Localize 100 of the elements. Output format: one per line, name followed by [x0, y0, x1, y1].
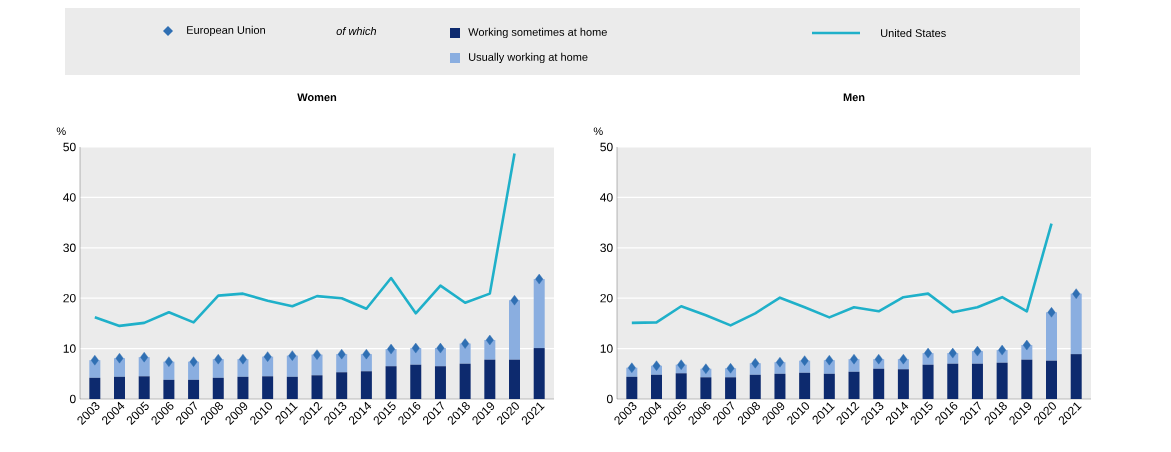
y-tick-label: 10 — [63, 344, 76, 353]
bar — [873, 368, 885, 399]
point — [362, 348, 371, 360]
point — [652, 360, 661, 371]
y-tick-label: 50 — [600, 142, 613, 152]
bar — [848, 371, 860, 399]
bar — [509, 300, 521, 360]
point — [164, 356, 173, 367]
point — [90, 354, 99, 366]
bar — [163, 379, 175, 399]
point — [998, 344, 1007, 356]
legend-label: Working sometimes at home — [468, 27, 607, 39]
point — [411, 342, 420, 354]
point — [288, 350, 297, 361]
point — [924, 347, 933, 359]
bar — [996, 362, 1008, 399]
bar — [1070, 354, 1082, 399]
bar — [897, 369, 909, 399]
bar — [336, 372, 348, 399]
bar — [311, 375, 323, 399]
bar — [971, 363, 983, 399]
chart-title: Women — [297, 93, 337, 102]
y-tick-label: 40 — [63, 193, 76, 202]
point — [800, 355, 809, 366]
point — [461, 338, 470, 349]
y-tick-label: 10 — [600, 344, 613, 353]
bar — [212, 377, 224, 399]
bar — [138, 376, 150, 399]
bar — [700, 377, 712, 399]
bar — [533, 348, 545, 399]
line-series — [630, 222, 1053, 327]
bar — [1021, 359, 1033, 399]
bar — [725, 377, 737, 399]
bar — [749, 374, 761, 399]
y-tick-label: 30 — [63, 243, 76, 253]
point — [140, 351, 149, 363]
point — [189, 356, 198, 367]
point — [899, 353, 908, 365]
legend-label: Usually working at home — [469, 52, 588, 64]
point — [313, 349, 321, 360]
bar — [922, 364, 934, 399]
y-tick-label: 20 — [600, 293, 613, 303]
y-axis-title: % — [593, 127, 603, 136]
bar — [286, 376, 298, 399]
y-axis-title: % — [56, 127, 66, 136]
bar — [533, 279, 545, 349]
bar — [675, 373, 687, 399]
point — [825, 354, 834, 366]
point — [751, 358, 760, 369]
point — [485, 334, 494, 346]
bar — [509, 359, 521, 399]
y-tick-label: 30 — [600, 243, 613, 253]
point — [874, 353, 883, 365]
bar — [89, 377, 101, 399]
point — [214, 353, 223, 365]
bar — [799, 372, 811, 399]
point — [973, 345, 982, 357]
bar — [410, 364, 422, 399]
bar — [188, 379, 200, 399]
y-tick-label: 0 — [606, 394, 613, 404]
line-series — [93, 152, 516, 328]
bar — [114, 376, 126, 399]
bar — [774, 373, 786, 399]
chart-title: Men — [843, 93, 865, 102]
bar — [262, 376, 274, 399]
point — [677, 359, 686, 370]
bar — [360, 371, 372, 399]
y-tick-label: 20 — [63, 293, 76, 303]
point — [726, 363, 735, 374]
bar — [651, 374, 663, 399]
point — [1047, 307, 1056, 318]
point — [115, 352, 124, 364]
point — [535, 273, 544, 285]
bar — [484, 359, 496, 399]
legend-label: European Union — [187, 25, 265, 37]
point — [387, 343, 396, 355]
bar — [1070, 293, 1082, 355]
bar — [434, 366, 446, 399]
point — [1022, 339, 1031, 351]
point — [1072, 288, 1081, 299]
y-tick-label: 40 — [600, 193, 613, 202]
point — [701, 363, 710, 374]
legend-title: of which — [336, 26, 377, 36]
y-tick-label: 0 — [69, 394, 76, 404]
legend-label: United States — [881, 28, 946, 38]
bar — [626, 376, 638, 399]
bar — [823, 373, 835, 399]
bar — [1046, 312, 1058, 361]
point — [627, 362, 636, 373]
bar — [385, 366, 397, 399]
bar — [459, 363, 471, 399]
bar — [947, 363, 959, 399]
point — [510, 295, 519, 306]
point — [263, 351, 272, 362]
point — [337, 348, 346, 360]
bar — [237, 376, 249, 399]
point — [948, 347, 957, 359]
bar — [1046, 360, 1058, 399]
y-tick-label: 50 — [63, 142, 76, 152]
point — [436, 342, 445, 354]
